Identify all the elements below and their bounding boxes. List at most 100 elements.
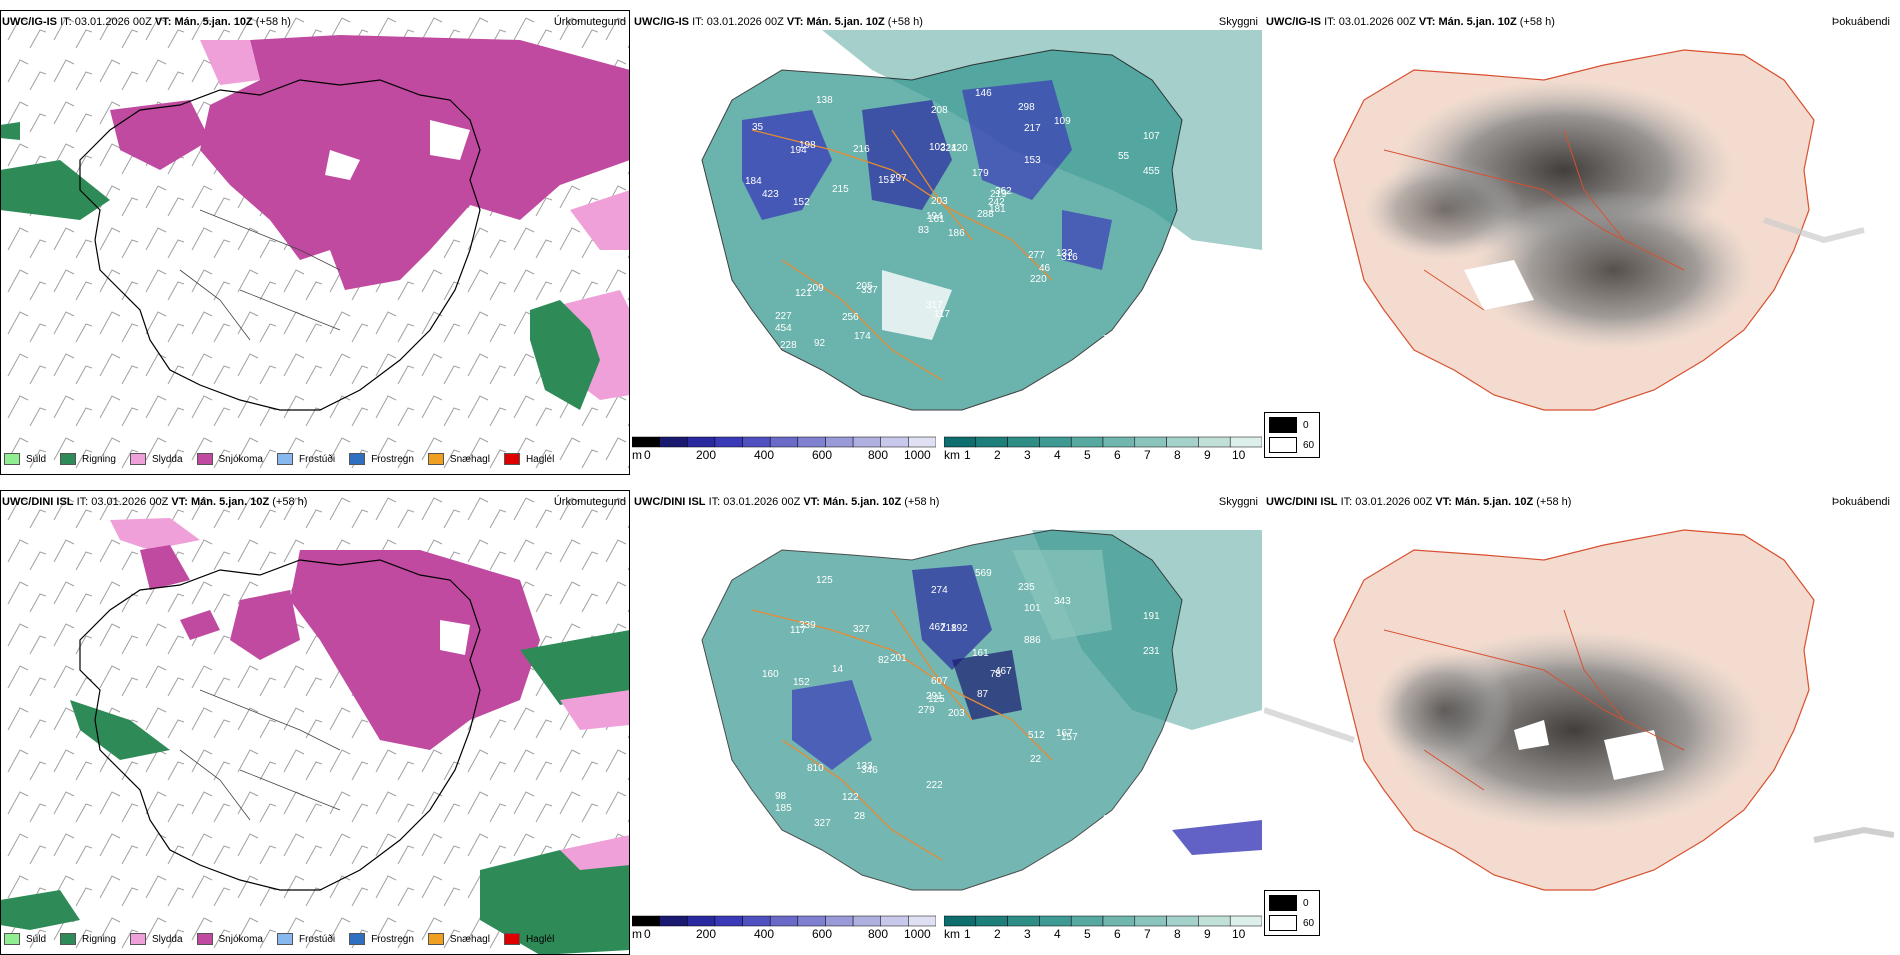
- colorbar-swatch: [769, 436, 799, 448]
- fog-panel-bottom: UWC/DINI ISL IT: 03.01.2026 00Z VT: Mán.…: [1264, 490, 1894, 955]
- colorbar-swatch: [797, 915, 826, 927]
- swatch: [503, 453, 520, 465]
- swatch: [129, 453, 146, 465]
- cloud-base-label: 327: [853, 624, 870, 635]
- cloud-base-label: 218: [940, 623, 957, 634]
- fog-map-bottom: [1264, 490, 1894, 955]
- cloud-base-label: 569: [975, 568, 992, 579]
- colorbar-swatch: [687, 915, 716, 927]
- fog-field-label-bottom: Þokuábendi: [1831, 496, 1890, 508]
- cloud-base-label: 179: [972, 168, 989, 179]
- cloud-base-label: 343: [1054, 596, 1071, 607]
- cloud-base-label: 68: [1131, 786, 1143, 797]
- colorbar-swatch: [880, 915, 909, 927]
- colorbar-swatch: [852, 436, 881, 448]
- colorbar-swatch: [1166, 915, 1199, 927]
- colorbar-swatch: [975, 436, 1008, 448]
- cloud-base-label: 277: [1028, 250, 1045, 261]
- cloud-base-label: 161: [972, 648, 989, 659]
- cloud-panel-bottom: 203 117 125 98 78 346 235 192 101 87 125 86 152 191 27…: [632, 490, 1262, 955]
- swatch: [4, 933, 20, 945]
- swatch: [427, 933, 444, 945]
- cloud-base-label: 160: [762, 669, 779, 680]
- height-colorbar-swatches: [631, 915, 937, 927]
- colorbar-swatch: [1229, 436, 1263, 448]
- cloud-base-label: 203: [931, 196, 948, 207]
- cloud-base-label: 87: [977, 689, 989, 700]
- colorbar-swatch: [742, 436, 771, 448]
- fog-panel-top: UWC/IG-IS IT: 03.01.2026 00Z VT: Mán. 5.…: [1264, 10, 1894, 475]
- cloud-base-label: 101: [1024, 603, 1041, 614]
- cloud-base-label: 886: [1024, 635, 1041, 646]
- cloud-base-label: 107: [1143, 131, 1160, 142]
- colorbar-swatch: [1102, 915, 1136, 927]
- colorbar-swatch: [825, 915, 854, 927]
- cloud-base-label: 22: [1030, 754, 1042, 765]
- fog-colorbar-bottom: 0 60: [1264, 890, 1320, 936]
- cloud-base-label: 86: [1136, 814, 1148, 825]
- precip-field-label-top: Úrkomutegund: [553, 16, 626, 28]
- legend-item: Frostúði: [276, 933, 335, 945]
- cloud-base-label: 215: [832, 184, 849, 195]
- cloud-base-label: 192: [951, 623, 968, 634]
- cloud-base-label: 109: [1054, 116, 1071, 127]
- cloud-base-label: 219: [990, 189, 1007, 200]
- cloud-base-label: 607: [931, 676, 948, 687]
- cloud-base-label: 235: [1018, 582, 1035, 593]
- cloud-base-label: 138: [816, 95, 833, 106]
- cloud-base-label: 117: [934, 309, 950, 320]
- legend-item: Súld: [4, 933, 46, 945]
- swatch: [349, 453, 366, 465]
- cloud-base-label: 46: [1039, 263, 1051, 274]
- cloud-base-label: 274: [931, 585, 948, 596]
- cloud-base-label: 256: [842, 312, 859, 323]
- cloud-base-label: 740: [1103, 334, 1120, 345]
- cloud-base-label: 231: [1143, 646, 1160, 657]
- colorbar-swatch: [631, 915, 660, 927]
- cloud-base-label: 184: [745, 176, 762, 187]
- cloud-base-label: 194: [926, 211, 943, 222]
- cloud-base-label: 78: [990, 669, 1002, 680]
- colorbar-swatch: [880, 436, 909, 448]
- cloud-base-label: 194: [790, 145, 807, 156]
- cloud-base-label: 810: [807, 763, 824, 774]
- swatch: [60, 933, 77, 945]
- cloud-base-label: 205: [856, 281, 873, 292]
- cloud-base-label: 55: [1118, 151, 1130, 162]
- cloud-base-label: 121: [795, 288, 812, 299]
- height-colorbar-swatches: [631, 436, 937, 448]
- cloud-base-label: 152: [793, 197, 810, 208]
- precip-map-bottom: [0, 490, 630, 955]
- cloud-base-label: 125: [816, 575, 833, 586]
- colorbar-swatch: [687, 436, 716, 448]
- colorbar-swatch: [1134, 915, 1167, 927]
- swatch: [196, 453, 213, 465]
- cloud-title-top: UWC/IG-IS IT: 03.01.2026 00Z VT: Mán. 5.…: [634, 16, 923, 28]
- cloud-base-label: 191: [1143, 611, 1160, 622]
- cloud-base-label: 337: [861, 285, 878, 296]
- legend-item: Haglél: [503, 933, 554, 945]
- cloud-base-label: 362: [995, 186, 1012, 197]
- precip-panel-bottom: UWC/DINI ISL IT: 03.01.2026 00Z VT: Mán.…: [0, 490, 630, 955]
- cloud-field-label-top: Skyggni: [1218, 16, 1258, 28]
- swatch: [427, 453, 444, 465]
- colorbar-swatch: [714, 915, 743, 927]
- colorbar-swatch: [797, 436, 826, 448]
- cloud-base-label: 512: [1028, 730, 1045, 741]
- colorbar-swatch: [1039, 915, 1072, 927]
- cloud-base-label: 209: [807, 283, 824, 294]
- cloud-base-label: 185: [775, 803, 792, 814]
- precip-panel-top: UWC/IG-IS IT: 03.01.2026 00Z VT: Mán. 5.…: [0, 10, 630, 475]
- cloud-base-label: 117: [790, 625, 806, 636]
- cloud-base-label: 98: [775, 791, 787, 802]
- cloud-base-label: 151: [878, 175, 895, 186]
- visibility-colorbar-swatches: [943, 436, 1263, 448]
- colorbar-swatch: [742, 915, 771, 927]
- visibility-colorbar-top: km 1 2 3 4 5 6 7 8 9 10: [943, 436, 1263, 466]
- colorbar-swatch: [1134, 436, 1167, 448]
- cloud-base-label: 228: [780, 340, 797, 351]
- colorbar-swatch: [1198, 915, 1231, 927]
- fog-colorbar-top: 0 60: [1264, 412, 1320, 458]
- cloud-panel-top: 186 194 161 227 219 337 298 420 217 288 138 185 152 1…: [632, 10, 1262, 475]
- fog-title-bottom: UWC/DINI ISL IT: 03.01.2026 00Z VT: Mán.…: [1266, 496, 1572, 508]
